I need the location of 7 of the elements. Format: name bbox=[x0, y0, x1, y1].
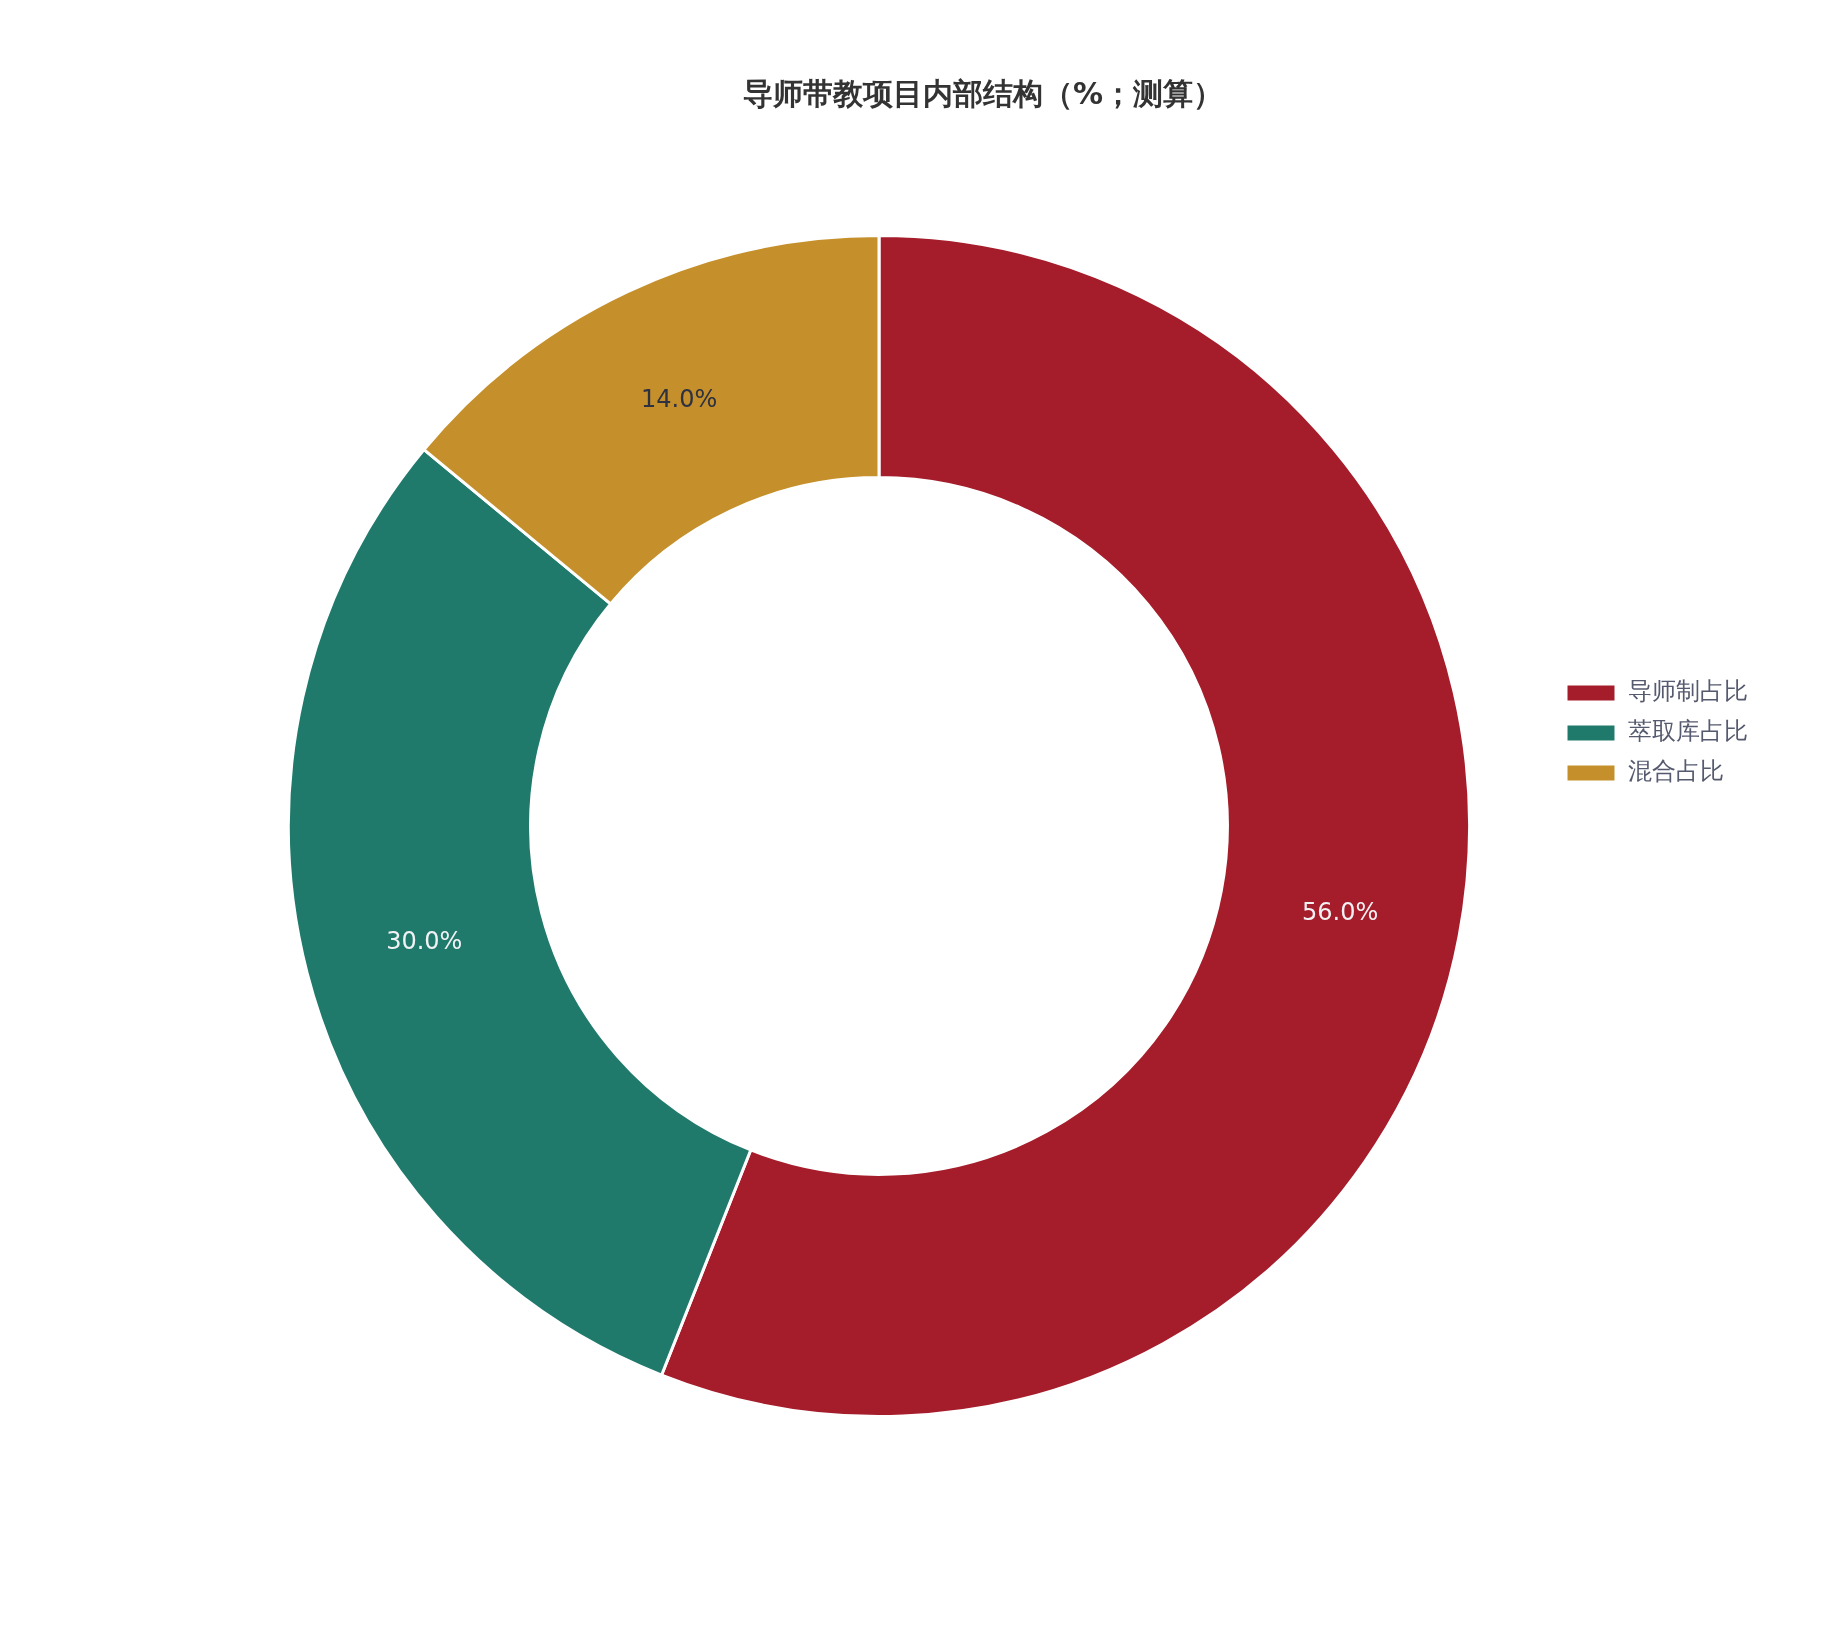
data-label: 14.0% bbox=[640, 385, 718, 414]
data-label: 30.0% bbox=[386, 926, 463, 955]
legend-label: 萃取库占比 bbox=[1628, 717, 1748, 746]
legend-label: 导师制占比 bbox=[1628, 677, 1748, 706]
data-label: 56.0% bbox=[1302, 898, 1379, 927]
chart-title: 导师带教项目内部结构（%；测算） bbox=[742, 75, 1224, 111]
legend-label: 混合占比 bbox=[1628, 757, 1724, 786]
